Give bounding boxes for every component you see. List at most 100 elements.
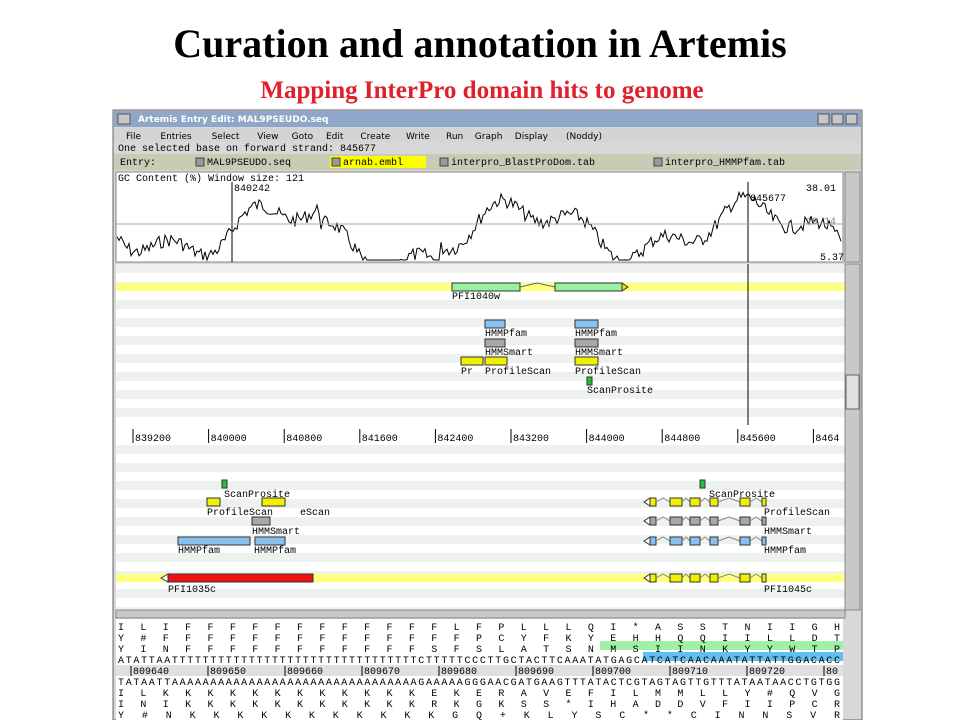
intron [655,497,671,503]
feature-part[interactable] [649,573,657,583]
stripe [116,589,845,598]
stripe [116,399,845,408]
intron [749,573,763,579]
hmmpfam-feature[interactable] [574,319,599,329]
graph-scale: 38.01 [806,184,836,195]
menu-item[interactable]: Entries [160,132,192,142]
h-scrollbar[interactable] [115,609,846,619]
feature-part[interactable] [649,497,657,507]
scroll-thumb[interactable] [845,374,860,410]
entry-name[interactable]: interpro_BlastProDom.tab [451,157,595,169]
feature-part[interactable] [689,573,701,583]
stripe [116,318,845,327]
graph-scrollbar[interactable] [844,171,861,263]
hmmsmart-feature[interactable] [484,338,506,348]
frame-stripe [116,574,845,582]
menu-item[interactable]: Display [515,132,549,142]
hmmsmart-feature[interactable] [574,338,599,348]
gene-feature[interactable] [167,573,314,583]
menu-item[interactable]: Goto [292,132,314,142]
profilescan-feature[interactable] [206,497,221,507]
entry-name[interactable]: interpro_HMMPfam.tab [665,157,785,169]
feature-part[interactable] [739,536,751,546]
entry-name[interactable]: MAL9PSEUDO.seq [207,158,291,169]
maximize-button[interactable] [831,113,844,125]
stripe [116,309,845,318]
minimize-button[interactable] [817,113,830,125]
stripe [116,381,845,390]
feature-part[interactable] [669,573,683,583]
graph-marker-label: 845677 [750,194,786,205]
hmmpfam-feature[interactable] [177,536,251,546]
profilescan-feature[interactable] [261,497,286,507]
profilescan-feature[interactable] [484,356,508,366]
profilescan-feature[interactable] [460,356,484,366]
ruler-label: 845600 [740,434,776,445]
intron [749,536,763,542]
feature-part[interactable] [649,516,657,526]
stripe [116,544,845,553]
entry-checkbox[interactable] [331,157,341,167]
stripe [116,408,845,417]
intron [681,516,691,522]
menu-item[interactable]: View [257,132,278,142]
feature-part[interactable] [709,516,719,526]
stripe [116,417,845,426]
stripe [116,445,845,454]
gene-exon[interactable] [451,282,521,292]
feature-part[interactable] [689,497,701,507]
stripe [116,598,845,607]
feature-part[interactable] [649,536,657,546]
feature-part[interactable] [739,516,751,526]
entry-name[interactable]: arnab.embl [343,157,403,169]
gene-exon[interactable] [554,282,623,292]
feature-scrollbar[interactable] [844,263,861,611]
close-button[interactable] [845,113,858,125]
feature-label: HMMSmart [252,527,300,538]
ruler-label: 840000 [211,434,247,445]
stripe [116,291,845,300]
intron [699,573,711,579]
feature-part[interactable] [689,516,701,526]
feature-part[interactable] [709,573,719,583]
feature-label: HMMSmart [764,527,812,538]
hmmsmart-feature[interactable] [251,516,271,526]
intron [681,536,691,542]
menu-item[interactable]: Select [212,132,240,142]
scanprosite-feature[interactable] [221,479,228,489]
scanprosite-feature[interactable] [699,479,706,489]
feature-part[interactable] [761,516,767,526]
feature-part[interactable] [709,536,719,546]
hmmpfam-feature[interactable] [484,319,506,329]
entry-checkbox[interactable] [439,157,449,167]
hmmpfam-feature[interactable] [254,536,286,546]
sequence-line: Y # N K K K K K K K K K K K G Q + K L Y … [118,710,840,720]
menu-item[interactable]: Create [360,132,390,142]
feature-label: HMMPfam [764,545,806,557]
menu-item[interactable]: Write [406,132,430,142]
menu-item[interactable]: File [126,132,142,142]
menu-item[interactable]: Edit [326,132,344,142]
feature-part[interactable] [761,497,767,507]
feature-part[interactable] [689,536,701,546]
menu-item[interactable]: (Noddy) [566,132,602,142]
feature-part[interactable] [669,516,683,526]
feature-part[interactable] [669,536,683,546]
feature-part[interactable] [669,497,683,507]
entry-checkbox[interactable] [195,157,205,167]
feature-part[interactable] [761,536,767,546]
intron [717,516,741,522]
entry-checkbox[interactable] [653,157,663,167]
feature-part[interactable] [761,573,767,583]
ruler-label: 842400 [437,434,473,445]
scanprosite-feature[interactable] [586,376,593,386]
profilescan-feature[interactable] [574,356,599,366]
status-line: One selected base on forward strand: 845… [118,143,376,155]
menu-item[interactable]: Run [446,132,463,142]
entry-bar [114,154,861,170]
stripe [116,336,845,345]
window-menu-button[interactable] [117,113,131,125]
feature-part[interactable] [739,573,751,583]
menu-item[interactable]: Graph [475,132,503,142]
